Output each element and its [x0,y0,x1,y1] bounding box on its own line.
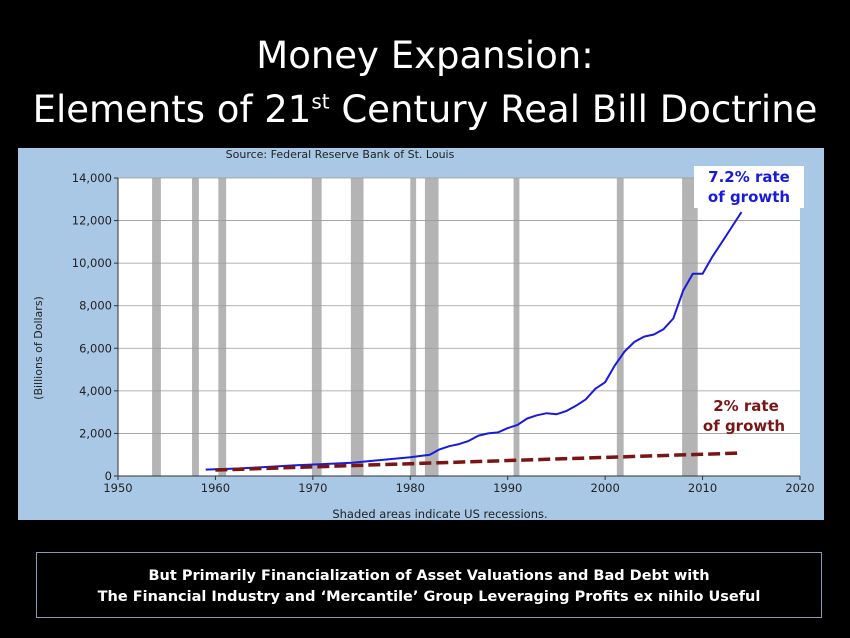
annotation-blue-line1: 7.2% rate [708,168,790,186]
recession-band [218,178,227,476]
recession-band [311,178,322,476]
recession-band [513,178,520,476]
x-tick-label: 1950 [103,481,132,495]
y-tick-label: 2,000 [79,426,112,440]
y-tick-label: 12,000 [72,214,112,228]
chart-source: Source: Federal Reserve Bank of St. Loui… [226,148,455,161]
caption-box: But Primarily Financialization of Asset … [36,552,822,618]
annotation-red-line1: 2% rate [713,397,779,415]
annotation-red: 2% rate of growth [703,397,785,435]
x-tick-label: 1970 [298,481,327,495]
y-tick-label: 8,000 [79,299,112,313]
annotation-blue: 7.2% rate of growth [694,166,804,208]
recession-band [350,178,364,476]
caption-line1: But Primarily Financialization of Asset … [148,568,710,584]
recession-band [410,178,417,476]
caption-line2: The Financial Industry and ‘Mercantile’ … [97,589,761,605]
y-tick-label: 0 [105,469,112,483]
chart-panel: 0 2,000 4,000 6,000 8,000 10,000 12,000 14,000 1… [18,148,824,520]
title-line2-superscript: st [311,89,330,114]
title-line2-prefix: Elements of 21 [32,88,312,131]
series-lines [205,211,743,472]
money-supply-chart: 0 2,000 4,000 6,000 8,000 10,000 12,000 14,000 1… [32,148,815,520]
slide-title-line2: Elements of 21st Century Real Bill Doctr… [0,88,850,131]
y-tick-label: 6,000 [79,341,112,355]
x-tick-label: 2020 [785,481,814,495]
axes: 0 2,000 4,000 6,000 8,000 10,000 12,000 14,000 1… [72,171,815,495]
slide-title-line1: Money Expansion: [256,34,594,77]
recession-band [152,178,161,476]
y-tick-label: 14,000 [72,171,112,185]
recession-band [192,178,199,476]
annotation-blue-line2: of growth [708,188,790,206]
recession-band [424,178,439,476]
recession-band [682,178,698,476]
x-tick-label: 1990 [493,481,522,495]
recession-band [616,178,624,476]
y-axis-label: (Billions of Dollars) [32,296,45,400]
money-supply-line [205,211,743,471]
x-tick-label: 1980 [396,481,425,495]
title-line2-suffix: Century Real Bill Doctrine [329,88,818,131]
chart-footnote: Shaded areas indicate US recessions. [332,507,547,520]
x-tick-label: 2000 [591,481,620,495]
y-tick-label: 10,000 [72,256,112,270]
y-tick-label: 4,000 [79,384,112,398]
recession-bands [118,178,800,476]
annotation-blue-bg [694,166,804,208]
two-percent-growth-line [215,451,742,472]
annotation-red-line2: of growth [703,417,785,435]
x-tick-label: 1960 [201,481,230,495]
x-tick-label: 2010 [688,481,717,495]
